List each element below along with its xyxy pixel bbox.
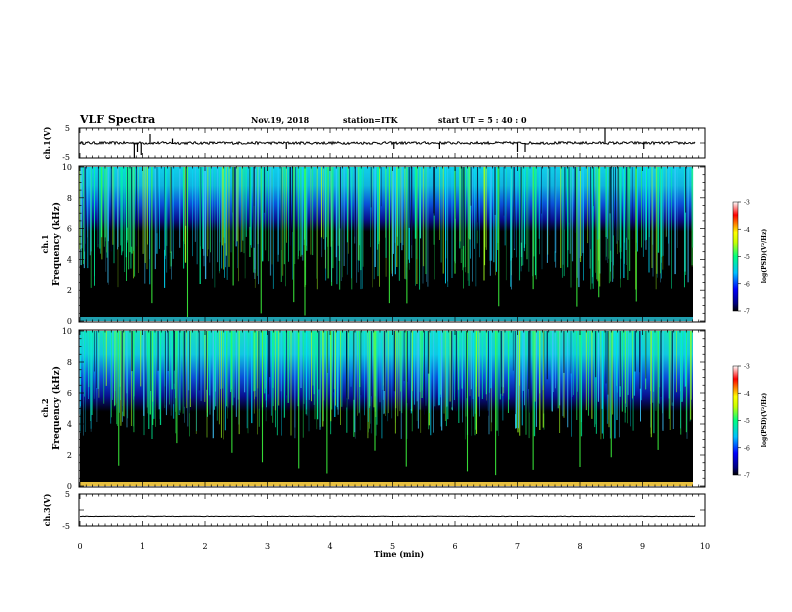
colorbar-tick-label: -6 — [744, 281, 750, 288]
frequency-tick-label: 10 — [62, 327, 72, 336]
ch2-colorbar: -3 -4 -5 -6 -7 log(PSD)(V²/Hz) — [732, 364, 768, 480]
time-tick-label: 5 — [390, 542, 395, 551]
frequency-tick-label: 8 — [67, 194, 72, 203]
time-tick-label: 8 — [577, 542, 582, 551]
frequency-tick-label: 10 — [62, 163, 72, 172]
colorbar-tick-label: -5 — [744, 254, 750, 261]
figure-title: VLF Spectra — [79, 113, 155, 126]
ch3-waveform-ylabel: ch.3(V) — [42, 493, 52, 526]
frequency-tick-label: 2 — [67, 451, 72, 460]
time-axis-label: Time (min) — [374, 549, 424, 559]
ch1-colorbar-label: log(PSD)(V²/Hz) — [761, 229, 768, 284]
ch2-spectrogram-ylabel: ch.2 — [40, 398, 50, 417]
frequency-tick-label: 2 — [67, 286, 72, 295]
ch1-colorbar: -3 -4 -5 -6 -7 log(PSD)(V²/Hz) — [732, 200, 768, 316]
ch1-spectrogram-floor — [80, 317, 693, 321]
ch3-ytick-label: 5 — [65, 490, 70, 499]
ch3-waveform-panel: ch.3(V) 5 -5 — [42, 490, 706, 531]
time-axis: 0 1 2 3 4 5 6 7 8 9 10 Time (min) — [77, 542, 710, 559]
time-tick-label: 10 — [700, 542, 710, 551]
frequency-tick-label: 0 — [67, 317, 72, 326]
ch1-ytick-5: 5 — [65, 124, 70, 133]
time-tick-label: 2 — [202, 542, 207, 551]
ch1-waveform-panel: ch.1(V) 5 -5 — [42, 124, 706, 162]
ch3-ytick-label: -5 — [62, 522, 70, 531]
time-tick-label: 7 — [515, 542, 520, 551]
ch3-waveform-frame — [78, 493, 706, 527]
ch2-spectrogram-image — [80, 331, 693, 486]
ch1-waveform-ylabel: ch.1(V) — [42, 126, 52, 159]
ch2-spectrogram-ylabel2: Frequency (kHz) — [51, 366, 62, 450]
figure-header: VLF Spectra Nov.19, 2018 station=ITK sta… — [79, 113, 527, 126]
time-tick-label: 0 — [77, 542, 82, 551]
date-label: Nov.19, 2018 — [251, 115, 310, 125]
frequency-tick-label: 6 — [67, 225, 72, 234]
frequency-tick-label: 0 — [67, 482, 72, 491]
ch2-colorbar-scale — [732, 365, 739, 476]
colorbar-tick-label: -7 — [744, 309, 750, 316]
colorbar-tick-label: -4 — [744, 391, 750, 398]
start-time-label: start UT = 5 : 40 : 0 — [438, 115, 527, 125]
ch2-spectrogram-panel: 0 2 4 6 8 10 ch.2 Frequency (kHz) — [40, 327, 706, 491]
frequency-tick-label: 6 — [67, 389, 72, 398]
frequency-tick-label: 4 — [67, 255, 72, 264]
ch1-ytick-neg5: -5 — [62, 153, 70, 162]
colorbar-tick-label: -6 — [744, 445, 750, 452]
time-tick-label: 9 — [640, 542, 645, 551]
colorbar-tick-label: -7 — [744, 473, 750, 480]
time-tick-label: 1 — [140, 542, 145, 551]
colorbar-tick-label: -4 — [744, 227, 750, 234]
ch1-spectrogram-ylabel2: Frequency (kHz) — [51, 202, 62, 286]
time-tick-label: 6 — [452, 542, 457, 551]
ch2-spectrogram-floor — [80, 482, 693, 486]
time-tick-label: 4 — [327, 542, 332, 551]
frequency-tick-label: 4 — [67, 420, 72, 429]
colorbar-tick-label: -3 — [744, 200, 750, 207]
ch1-waveform-trace — [79, 140, 696, 146]
colorbar-tick-label: -5 — [744, 418, 750, 425]
station-label: station=ITK — [343, 115, 399, 125]
frequency-tick-label: 8 — [67, 358, 72, 367]
ch2-colorbar-label: log(PSD)(V²/Hz) — [761, 393, 768, 448]
ch1-colorbar-scale — [732, 201, 739, 312]
colorbar-tick-label: -3 — [744, 364, 750, 371]
ch1-spectrogram-panel: 0 2 4 6 8 10 ch.1 Frequency (kHz) — [40, 163, 706, 326]
ch1-spectrogram-ylabel: ch.1 — [40, 234, 50, 253]
time-tick-label: 3 — [265, 542, 270, 551]
